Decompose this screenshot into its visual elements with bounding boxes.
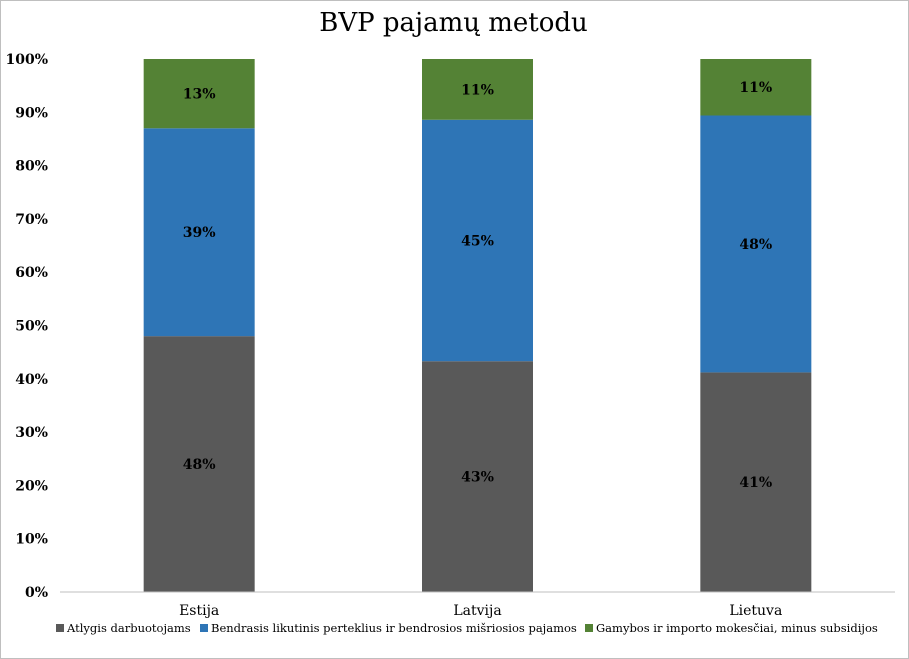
y-tick-label: 40% — [15, 372, 48, 388]
chart-title: BVP pajamų metodu — [319, 8, 588, 38]
data-label: 48% — [183, 457, 216, 473]
y-axis-ticks: 0% 10% 20% 30% 40% 50% 60% 70% 80% 90% 100% — [5, 52, 48, 601]
legend-item: Atlygis darbuotojams — [56, 621, 191, 635]
data-labels: 48% 39% 13% 43% 45% 11% 41% 48% 11% — [183, 80, 772, 491]
data-label: 48% — [739, 237, 772, 253]
bars — [143, 59, 812, 592]
bar-segment — [422, 119, 533, 362]
y-tick-label: 10% — [15, 532, 48, 548]
x-axis-labels: Estija Latvija Lietuva — [179, 603, 782, 619]
y-tick-label: 90% — [15, 105, 48, 121]
bar-segment — [700, 372, 812, 592]
legend-swatch — [200, 624, 208, 632]
bar-segment — [143, 336, 255, 592]
legend-swatch — [56, 624, 64, 632]
y-tick-label: 50% — [15, 319, 48, 335]
data-label: 13% — [183, 87, 216, 103]
y-tick-label: 80% — [15, 159, 48, 175]
bar-segment — [422, 59, 533, 120]
legend-item: Gamybos ir importo mokesčiai, minus subs… — [585, 621, 878, 635]
data-label: 39% — [183, 225, 216, 241]
bar-segment — [700, 115, 812, 373]
bar-segment — [422, 361, 533, 592]
x-category-label: Latvija — [453, 603, 501, 619]
legend-label: Gamybos ir importo mokesčiai, minus subs… — [596, 621, 878, 635]
x-category-label: Estija — [179, 603, 219, 619]
data-label: 41% — [739, 475, 772, 491]
legend-swatch — [585, 624, 593, 632]
data-label: 11% — [739, 80, 772, 96]
data-label: 45% — [461, 233, 494, 249]
y-tick-label: 100% — [5, 52, 48, 68]
data-label: 43% — [461, 470, 494, 486]
y-tick-label: 30% — [15, 425, 48, 441]
legend-label: Bendrasis likutinis perteklius ir bendro… — [211, 621, 577, 635]
y-tick-label: 0% — [25, 585, 48, 601]
legend: Atlygis darbuotojams Bendrasis likutinis … — [56, 621, 878, 635]
y-tick-label: 60% — [15, 265, 48, 281]
x-category-label: Lietuva — [729, 603, 782, 619]
y-tick-label: 20% — [15, 478, 48, 494]
bar-segment — [143, 59, 255, 129]
data-label: 11% — [461, 82, 494, 98]
bar-segment — [700, 59, 812, 116]
legend-item: Bendrasis likutinis perteklius ir bendro… — [200, 621, 577, 635]
y-tick-label: 70% — [15, 212, 48, 228]
legend-label: Atlygis darbuotojams — [66, 621, 191, 635]
bar-segment — [143, 128, 255, 337]
